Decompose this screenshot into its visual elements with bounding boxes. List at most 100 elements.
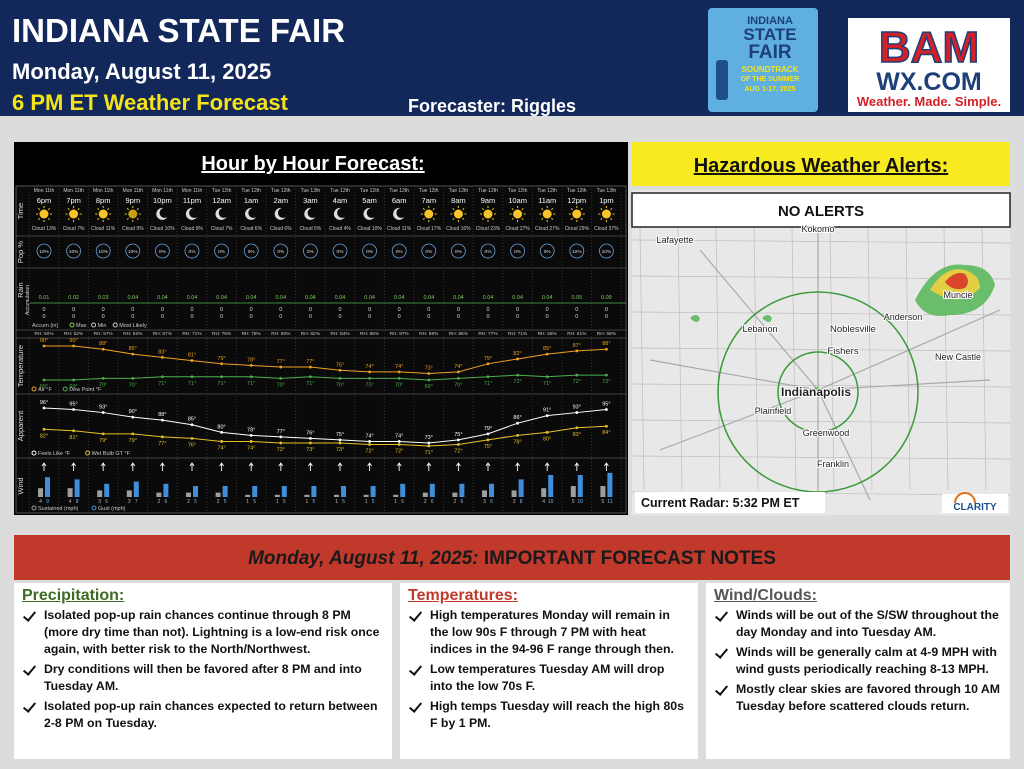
wind-arrow (71, 462, 76, 471)
sun-ray (481, 207, 485, 211)
apparent-point (101, 411, 105, 414)
sun-ray (551, 217, 554, 221)
wind-gust-bar (518, 479, 524, 497)
city-label: Plainfield (755, 406, 792, 416)
apparent-value-label: 90° (129, 409, 137, 415)
moon-icon (393, 207, 405, 220)
rain-min: 0 (398, 307, 401, 313)
pop-dial (480, 243, 496, 259)
sun-ray (67, 217, 70, 221)
apparent-value-label: 95° (602, 402, 610, 408)
wind-gust-bar (222, 486, 228, 497)
pop-dial (599, 243, 614, 259)
pop-label: 10% (572, 249, 582, 255)
wind-arrow (248, 462, 254, 471)
sun-icon (98, 209, 108, 219)
pop-dial (510, 243, 525, 259)
time-label: 8pm (96, 196, 111, 205)
city-label: Lebanon (742, 324, 777, 334)
apparent-value-label: 82° (40, 433, 48, 439)
cloud-label: Cloud 7% (63, 226, 85, 232)
rain-max: 0.04 (127, 295, 138, 301)
temperature-value-label: 90° (40, 338, 48, 344)
rain-min: 0 (72, 307, 75, 313)
wind-arrow (189, 462, 195, 471)
temperature-point (131, 376, 135, 380)
temperature-value-label: 72° (573, 379, 581, 385)
wind-arrow (337, 462, 343, 471)
cloud-label: Cloud 27% (535, 226, 560, 232)
note-item: Low temperatures Tuesday AM will drop in… (408, 661, 690, 695)
fair-logo-text: STATE (743, 25, 796, 44)
rain-max: 0.04 (542, 295, 553, 301)
rain-legend-swatch (112, 322, 118, 328)
pop-dial (184, 243, 200, 259)
sun-ray (481, 217, 485, 221)
apparent-value-label: 79° (484, 426, 492, 432)
wind-sustained-label: 1 (394, 499, 397, 505)
forecaster: Forecaster: Riggles (408, 96, 576, 116)
wind-gust-label: 10 (548, 499, 554, 505)
apparent-value-label: 75° (484, 444, 492, 450)
wind-legend-swatch (31, 505, 37, 511)
fair-logo-text: AUG 1-17, 2025 (745, 86, 796, 93)
wind-sustained-label: 3 (128, 499, 131, 505)
apparent-legend-swatch (31, 450, 37, 456)
apparent-value-label: 75° (454, 432, 462, 438)
bam-name: BAM (879, 23, 979, 72)
apparent-point (368, 440, 371, 443)
wind-sustained-bar (541, 488, 547, 497)
apparent-legend: Wet Bulb GT °F (92, 451, 131, 457)
moon-icon (185, 207, 197, 220)
cloud-label: Cloud 9% (122, 226, 144, 232)
clarity-text: CLARITY (953, 502, 997, 513)
pop-label: 0% (485, 249, 493, 255)
temperature-value-label: 74° (395, 364, 403, 370)
wind-arrow (219, 462, 224, 471)
cloud-label: Cloud 6% (270, 226, 292, 232)
apparent-value-label: 73° (277, 447, 285, 453)
wind-sustained-bar (97, 490, 103, 497)
rain-max: 0.04 (453, 295, 464, 301)
wind-gust-bar (311, 486, 317, 497)
rain-min: 0 (220, 307, 223, 313)
temperature-value-label: 70° (395, 382, 403, 388)
rain-likely: 0 (398, 314, 401, 320)
apparent-value-label: 78° (247, 427, 255, 433)
temperature-point (575, 349, 579, 353)
temperature-value-label: 70° (99, 382, 107, 388)
radar-time: Current Radar: 5:32 PM ET (641, 496, 800, 510)
wind-gust-label: 9 (46, 499, 49, 505)
time-label: 9pm (126, 196, 141, 205)
apparent-value-label: 93° (99, 405, 107, 411)
county-line (829, 227, 835, 491)
county-line (905, 227, 911, 491)
rain-min: 0 (42, 307, 45, 313)
apparent-value-label: 74° (365, 433, 373, 439)
temperature-line (44, 374, 607, 381)
temperature-value-label: 71° (247, 381, 255, 387)
temperature-value-label: 70° (454, 382, 462, 388)
fair-logo-text: SOUNDTRACK (742, 65, 799, 74)
sun-ray (462, 217, 465, 221)
note-item: Mostly clear skies are favored through 1… (714, 681, 1002, 715)
day-label: Mon 11th (34, 188, 55, 194)
temperature-point (309, 365, 312, 369)
temperature-value-label: 70° (336, 382, 344, 388)
temperature-point (338, 376, 342, 380)
pop-label: 0% (425, 249, 433, 255)
city-label: Fishers (827, 346, 858, 357)
pop-dial (95, 243, 111, 259)
wind-gust-bar (104, 483, 110, 497)
apparent-value-label: 83° (573, 432, 581, 438)
temperature-point (516, 357, 519, 361)
wind-gust-bar (400, 483, 406, 497)
temperature-point (427, 378, 431, 382)
apparent-value-label: 86° (513, 415, 521, 421)
wind-legend-swatch (91, 505, 97, 511)
apparent-value-label: 81° (69, 435, 77, 441)
rain-min: 0 (427, 307, 430, 313)
temperature-value-label: 69° (40, 384, 48, 390)
rh-label: RH: 71% (182, 331, 202, 337)
